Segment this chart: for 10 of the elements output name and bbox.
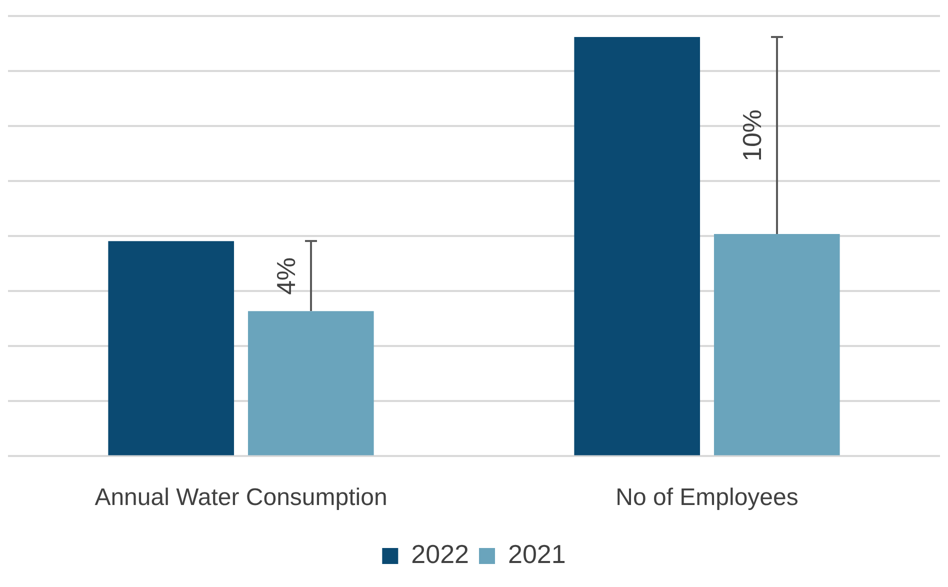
annotation: 10%	[737, 109, 768, 162]
annotation: 4%	[271, 257, 302, 295]
bar	[574, 36, 700, 456]
bar	[248, 311, 374, 456]
bar	[108, 241, 234, 456]
legend-label: 2021	[508, 539, 566, 570]
bar	[714, 234, 840, 456]
legend-label: 2022	[411, 539, 470, 570]
x-tick-label: Annual Water Consumption	[94, 484, 388, 512]
x-tick-label: No of Employees	[616, 484, 798, 512]
